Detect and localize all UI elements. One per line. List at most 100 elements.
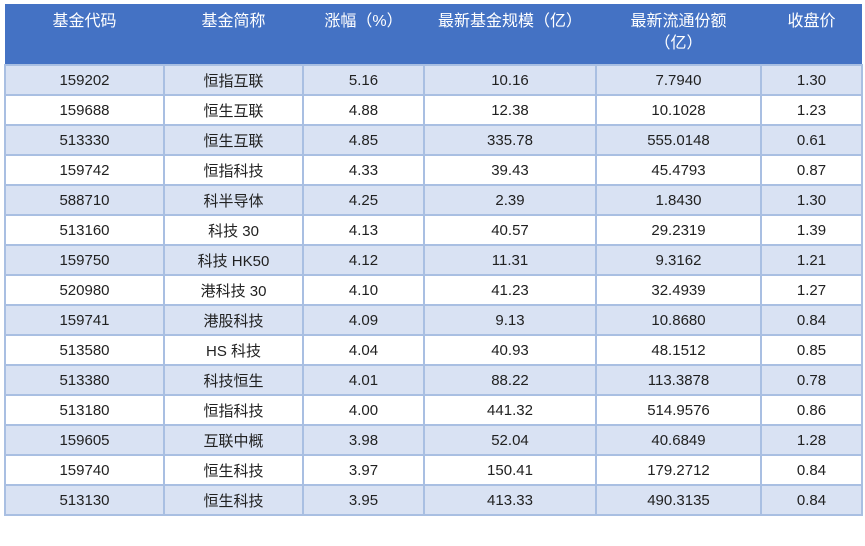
table-cell: 1.23 — [760, 94, 863, 126]
table-cell: 514.9576 — [595, 394, 762, 426]
table-cell: 恒指科技 — [163, 154, 304, 186]
table-cell: 3.95 — [302, 484, 425, 516]
table-cell: 恒生互联 — [163, 94, 304, 126]
col-header-change-pct: 涨幅（%） — [303, 4, 424, 65]
table-cell: 52.04 — [423, 424, 597, 456]
table-cell: 3.97 — [302, 454, 425, 486]
table-body: 159202 恒指互联 5.16 10.16 7.7940 1.30 159688 恒生互联 4… — [4, 64, 863, 516]
table-cell: 4.00 — [302, 394, 425, 426]
table-cell: 1.28 — [760, 424, 863, 456]
table-cell: 4.09 — [302, 304, 425, 336]
table-row: 159605 互联中概 3.98 52.04 40.6849 1.28 — [4, 424, 863, 456]
col-header-fund-code: 基金代码 — [5, 4, 164, 65]
table-cell: 科技 HK50 — [163, 244, 304, 276]
table-cell: 0.86 — [760, 394, 863, 426]
table-cell: 0.78 — [760, 364, 863, 396]
table-row: 513130 恒生科技 3.95 413.33 490.3135 0.84 — [4, 484, 863, 516]
table-cell: 490.3135 — [595, 484, 762, 516]
table-row: 513330 恒生互联 4.85 335.78 555.0148 0.61 — [4, 124, 863, 156]
table-row: 159202 恒指互联 5.16 10.16 7.7940 1.30 — [4, 64, 863, 96]
header-row: 基金代码 基金简称 涨幅（%） 最新基金规模（亿） 最新流通份额 （亿） 收盘价 — [5, 4, 862, 65]
table-cell: 港股科技 — [163, 304, 304, 336]
table-cell: 10.8680 — [595, 304, 762, 336]
table-cell: 159740 — [4, 454, 165, 486]
table-row: 159742 恒指科技 4.33 39.43 45.4793 0.87 — [4, 154, 863, 186]
table-cell: 0.84 — [760, 304, 863, 336]
table-cell: 4.33 — [302, 154, 425, 186]
table-cell: 159605 — [4, 424, 165, 456]
table-cell: 40.6849 — [595, 424, 762, 456]
table-cell: 48.1512 — [595, 334, 762, 366]
table-cell: 40.57 — [423, 214, 597, 246]
table-cell: 335.78 — [423, 124, 597, 156]
table-cell: 1.27 — [760, 274, 863, 306]
table-cell: 5.16 — [302, 64, 425, 96]
table-cell: 555.0148 — [595, 124, 762, 156]
table-row: 513380 科技恒生 4.01 88.22 113.3878 0.78 — [4, 364, 863, 396]
table-cell: 513160 — [4, 214, 165, 246]
table-cell: 40.93 — [423, 334, 597, 366]
table-cell: 恒生科技 — [163, 454, 304, 486]
table-cell: 4.12 — [302, 244, 425, 276]
table-cell: 0.61 — [760, 124, 863, 156]
table-cell: 159750 — [4, 244, 165, 276]
table-row: 513160 科技 30 4.13 40.57 29.2319 1.39 — [4, 214, 863, 246]
table-row: 159750 科技 HK50 4.12 11.31 9.3162 1.21 — [4, 244, 863, 276]
table-cell: 恒指科技 — [163, 394, 304, 426]
table-row: 588710 科半导体 4.25 2.39 1.8430 1.30 — [4, 184, 863, 216]
table-cell: 88.22 — [423, 364, 597, 396]
col-header-circulating-shares: 最新流通份额 （亿） — [596, 4, 761, 65]
table-cell: 413.33 — [423, 484, 597, 516]
table-cell: 588710 — [4, 184, 165, 216]
table-cell: 1.21 — [760, 244, 863, 276]
table-row: 520980 港科技 30 4.10 41.23 32.4939 1.27 — [4, 274, 863, 306]
table-cell: 113.3878 — [595, 364, 762, 396]
table-cell: 4.01 — [302, 364, 425, 396]
table-cell: 1.8430 — [595, 184, 762, 216]
col-header-fund-size: 最新基金规模（亿） — [424, 4, 596, 65]
table-cell: 45.4793 — [595, 154, 762, 186]
table-cell: 1.39 — [760, 214, 863, 246]
table-cell: 10.16 — [423, 64, 597, 96]
table-cell: 513580 — [4, 334, 165, 366]
table-cell: 4.85 — [302, 124, 425, 156]
table-row: 159741 港股科技 4.09 9.13 10.8680 0.84 — [4, 304, 863, 336]
table-row: 159688 恒生互联 4.88 12.38 10.1028 1.23 — [4, 94, 863, 126]
table-cell: 159742 — [4, 154, 165, 186]
table-cell: 4.04 — [302, 334, 425, 366]
table-cell: 7.7940 — [595, 64, 762, 96]
table-cell: 3.98 — [302, 424, 425, 456]
table-cell: 0.84 — [760, 454, 863, 486]
table-cell: 513330 — [4, 124, 165, 156]
table-cell: 1.30 — [760, 184, 863, 216]
table-row: 159740 恒生科技 3.97 150.41 179.2712 0.84 — [4, 454, 863, 486]
table-cell: 513130 — [4, 484, 165, 516]
table-cell: 4.25 — [302, 184, 425, 216]
table-cell: HS 科技 — [163, 334, 304, 366]
table-cell: 9.13 — [423, 304, 597, 336]
table-cell: 0.85 — [760, 334, 863, 366]
table-cell: 29.2319 — [595, 214, 762, 246]
table-cell: 9.3162 — [595, 244, 762, 276]
table-cell: 513380 — [4, 364, 165, 396]
table-cell: 港科技 30 — [163, 274, 304, 306]
table-cell: 科半导体 — [163, 184, 304, 216]
table-cell: 39.43 — [423, 154, 597, 186]
table-cell: 12.38 — [423, 94, 597, 126]
table-cell: 179.2712 — [595, 454, 762, 486]
table-row: 513580 HS 科技 4.04 40.93 48.1512 0.85 — [4, 334, 863, 366]
table-cell: 441.32 — [423, 394, 597, 426]
table-cell: 159741 — [4, 304, 165, 336]
table-cell: 11.31 — [423, 244, 597, 276]
table-cell: 4.10 — [302, 274, 425, 306]
table-cell: 4.13 — [302, 214, 425, 246]
table-row: 513180 恒指科技 4.00 441.32 514.9576 0.86 — [4, 394, 863, 426]
table-cell: 恒生互联 — [163, 124, 304, 156]
table-cell: 520980 — [4, 274, 165, 306]
table-cell: 1.30 — [760, 64, 863, 96]
table-cell: 4.88 — [302, 94, 425, 126]
table-cell: 互联中概 — [163, 424, 304, 456]
table-cell: 32.4939 — [595, 274, 762, 306]
table-cell: 159202 — [4, 64, 165, 96]
